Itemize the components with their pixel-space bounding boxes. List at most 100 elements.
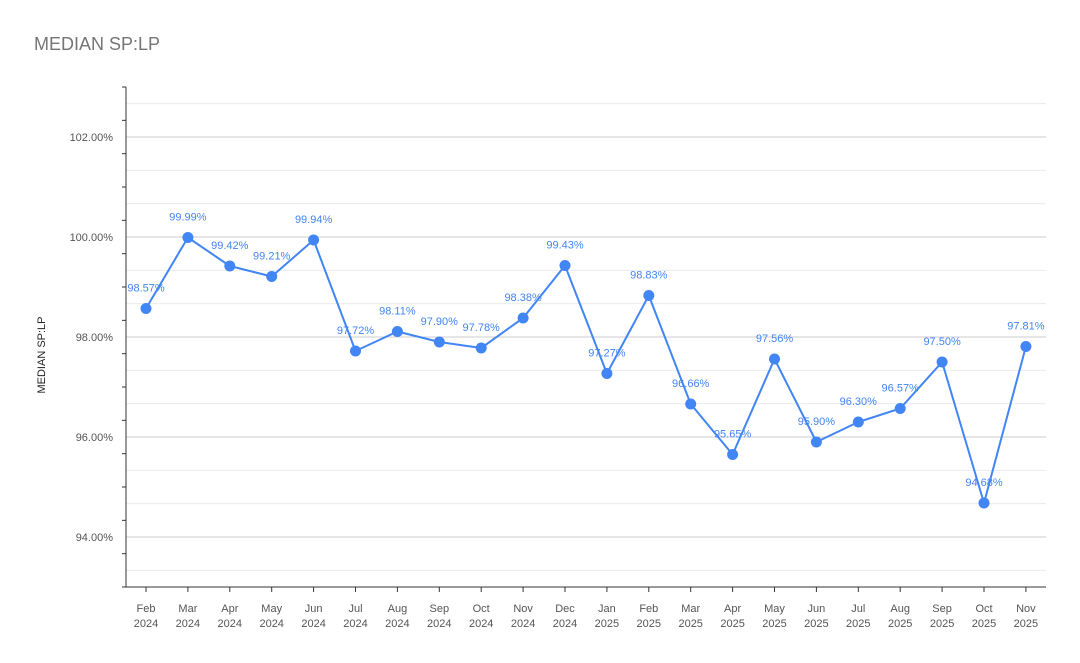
data-point (140, 303, 152, 314)
y-tick-label: 98.00% (76, 332, 114, 344)
chart-title: MEDIAN SP:LP (34, 34, 161, 54)
x-tick-label-year: 2024 (511, 618, 535, 630)
data-point (1020, 341, 1032, 352)
x-tick-label-year: 2025 (595, 618, 619, 630)
data-point (978, 497, 990, 509)
x-tick-label-month: Jul (348, 603, 362, 615)
x-tick-label-year: 2024 (553, 618, 577, 630)
x-tick-label-month: Oct (975, 603, 992, 615)
x-tick-label-month: May (261, 603, 282, 615)
data-label: 99.43% (546, 240, 584, 252)
x-tick-label-year: 2024 (385, 618, 409, 630)
data-label: 98.38% (504, 292, 542, 304)
data-point (936, 356, 948, 368)
data-label: 98.57% (127, 283, 165, 295)
gridlines (126, 103, 1046, 571)
x-tick-label-year: 2025 (804, 618, 828, 630)
x-tick-label-year: 2025 (637, 618, 661, 630)
data-label: 98.11% (379, 306, 416, 318)
data-label: 95.65% (714, 429, 752, 441)
y-axis-title: MEDIAN SP:LP (36, 316, 48, 393)
x-tick-label-month: Jun (305, 603, 323, 615)
data-point (517, 312, 529, 324)
data-point (266, 271, 278, 282)
x-tick-label-year: 2024 (469, 618, 493, 630)
series-line (145, 236, 1027, 504)
data-point (727, 449, 739, 460)
x-tick-label-month: Jul (851, 603, 865, 615)
data-label: 97.81% (1007, 321, 1045, 333)
x-tick-label-year: 2025 (930, 618, 954, 630)
y-tick-label: 94.00% (76, 532, 114, 544)
x-tick-label-year: 2025 (762, 618, 786, 630)
data-label: 99.21% (253, 251, 291, 263)
x-tick-label-month: Nov (513, 603, 533, 615)
data-label: 99.99% (169, 212, 207, 224)
x-tick-label-month: Mar (178, 603, 197, 615)
x-tick-label-month: Jun (808, 603, 826, 615)
data-label: 99.42% (211, 240, 249, 252)
x-tick-label-year: 2024 (176, 618, 200, 630)
y-axis-ticks: 102.00% 100.00% 98.00% 96.00% 94.00% (70, 132, 114, 544)
x-tick-label-year: 2024 (301, 618, 325, 630)
y-tick-label: 102.00% (70, 132, 114, 144)
x-tick-label-year: 2025 (888, 618, 912, 630)
data-label: 98.83% (630, 270, 668, 282)
data-label: 96.66% (672, 378, 710, 390)
x-tick-label-year: 2024 (218, 618, 242, 630)
data-label: 97.56% (756, 333, 794, 345)
series (140, 232, 1032, 509)
x-tick-label-month: May (764, 603, 785, 615)
x-tick-label-month: Aug (890, 603, 910, 615)
x-tick-label-month: Dec (555, 603, 575, 615)
x-tick-label-year: 2025 (846, 618, 870, 630)
x-tick-label-year: 2024 (259, 618, 283, 630)
x-tick-label-month: Apr (221, 603, 238, 615)
data-label: 97.72% (337, 325, 375, 337)
data-label: 99.94% (295, 214, 333, 226)
x-tick-label-month: Jan (598, 603, 616, 615)
x-tick-label-month: Mar (681, 603, 700, 615)
x-tick-label-month: Sep (430, 603, 450, 615)
x-tick-label-year: 2024 (343, 618, 367, 630)
data-labels: 98.57% 99.99% 99.42% 99.21% 99.94% 97.72% 98.1… (127, 212, 1044, 490)
x-tick-label-month: Aug (388, 603, 408, 615)
x-tick-label-month: Feb (137, 603, 156, 615)
data-point (685, 398, 697, 410)
data-label: 97.27% (588, 348, 626, 360)
x-tick-label-year: 2025 (1014, 618, 1038, 630)
data-point (308, 234, 320, 246)
data-point (852, 416, 864, 428)
data-point (810, 436, 822, 448)
data-point (769, 353, 780, 365)
axes (122, 86, 1046, 592)
x-tick-label-month: Feb (639, 603, 658, 615)
data-label: 94.68% (965, 477, 1003, 489)
data-point (224, 260, 236, 272)
x-tick-label-year: 2025 (678, 618, 702, 630)
data-label: 97.50% (923, 336, 961, 348)
data-label: 97.78% (463, 322, 501, 334)
x-tick-label-month: Oct (473, 603, 490, 615)
data-label: 95.90% (798, 416, 836, 428)
x-tick-label-year: 2024 (427, 618, 451, 630)
data-point (894, 403, 906, 414)
data-label: 96.30% (840, 396, 878, 408)
y-tick-label: 96.00% (76, 432, 114, 444)
x-tick-label-month: Sep (932, 603, 952, 615)
data-point (601, 368, 613, 379)
x-tick-label-year: 2024 (134, 618, 158, 630)
data-point (559, 260, 571, 271)
data-point (433, 336, 445, 348)
data-label: 97.90% (421, 316, 459, 328)
data-point (182, 232, 194, 243)
x-tick-label-month: Nov (1016, 603, 1036, 615)
data-label: 96.57% (882, 383, 920, 395)
data-point (350, 345, 361, 357)
x-tick-label-month: Apr (724, 603, 741, 615)
x-tick-label-year: 2025 (720, 618, 744, 630)
data-point (391, 326, 403, 337)
data-point (643, 290, 655, 301)
x-tick-label-year: 2025 (972, 618, 996, 630)
